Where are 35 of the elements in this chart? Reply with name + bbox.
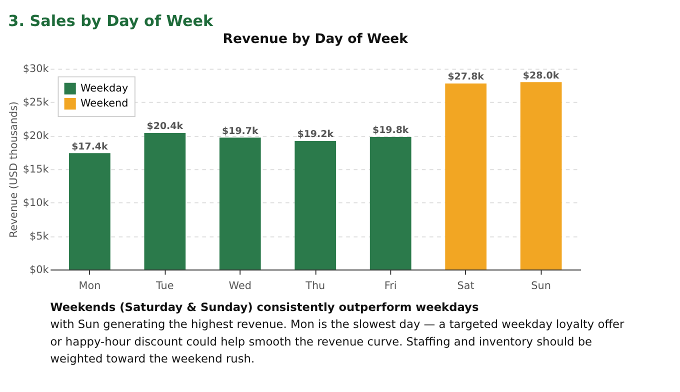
x-tick-label: Fri [384,280,397,292]
y-tick-label: $20k [22,130,49,142]
x-tick-label: Wed [228,280,252,292]
y-tick-label: $15k [22,163,49,176]
y-axis-title: Revenue (USD thousands) [8,101,20,238]
legend-label: Weekend [80,98,128,110]
data-label: $19.7k [222,126,259,137]
data-label: $20.4k [146,121,184,132]
x-tick-label: Thu [304,280,326,292]
bar [520,82,562,270]
y-tick-label: $10k [22,196,49,209]
text: with Sun generating the highest revenue. Mon is the slowest day — a targeted weekday loyalty offer or happy-hour discount could help smooth the revenue curve. Staffing and inventory should be weighted toward the weekend rush. [50,317,625,366]
x-tick-label: Sun [531,280,551,292]
data-label: $19.8k [372,125,410,136]
legend-label: Weekday [80,82,128,94]
data-label: $27.8k [448,72,485,83]
data-label: $19.2k [297,129,334,140]
chart-subtitle: Revenue by Day of Week [222,32,410,48]
data-label: $17.4k [72,141,109,152]
bar [69,153,110,270]
y-tick-label: $25k [22,96,49,109]
x-tick-label: Mon [78,280,101,292]
x-tick-label: Sat [457,280,474,292]
y-tick-label: $0k [29,264,49,276]
text: Weekends (Saturday & Sunday) consistently outperform weekdays [50,300,479,314]
data-label: $28.0k [522,70,560,82]
chart-title: 3. Sales by Day of Week [8,12,214,30]
bar [144,132,186,270]
x-tick-label: Tue [155,280,174,292]
bar [445,83,487,270]
bar [219,138,261,270]
bar [370,137,412,270]
bar [294,141,336,270]
y-tick-label: $5k [29,230,49,242]
y-tick-label: $30k [22,63,49,76]
